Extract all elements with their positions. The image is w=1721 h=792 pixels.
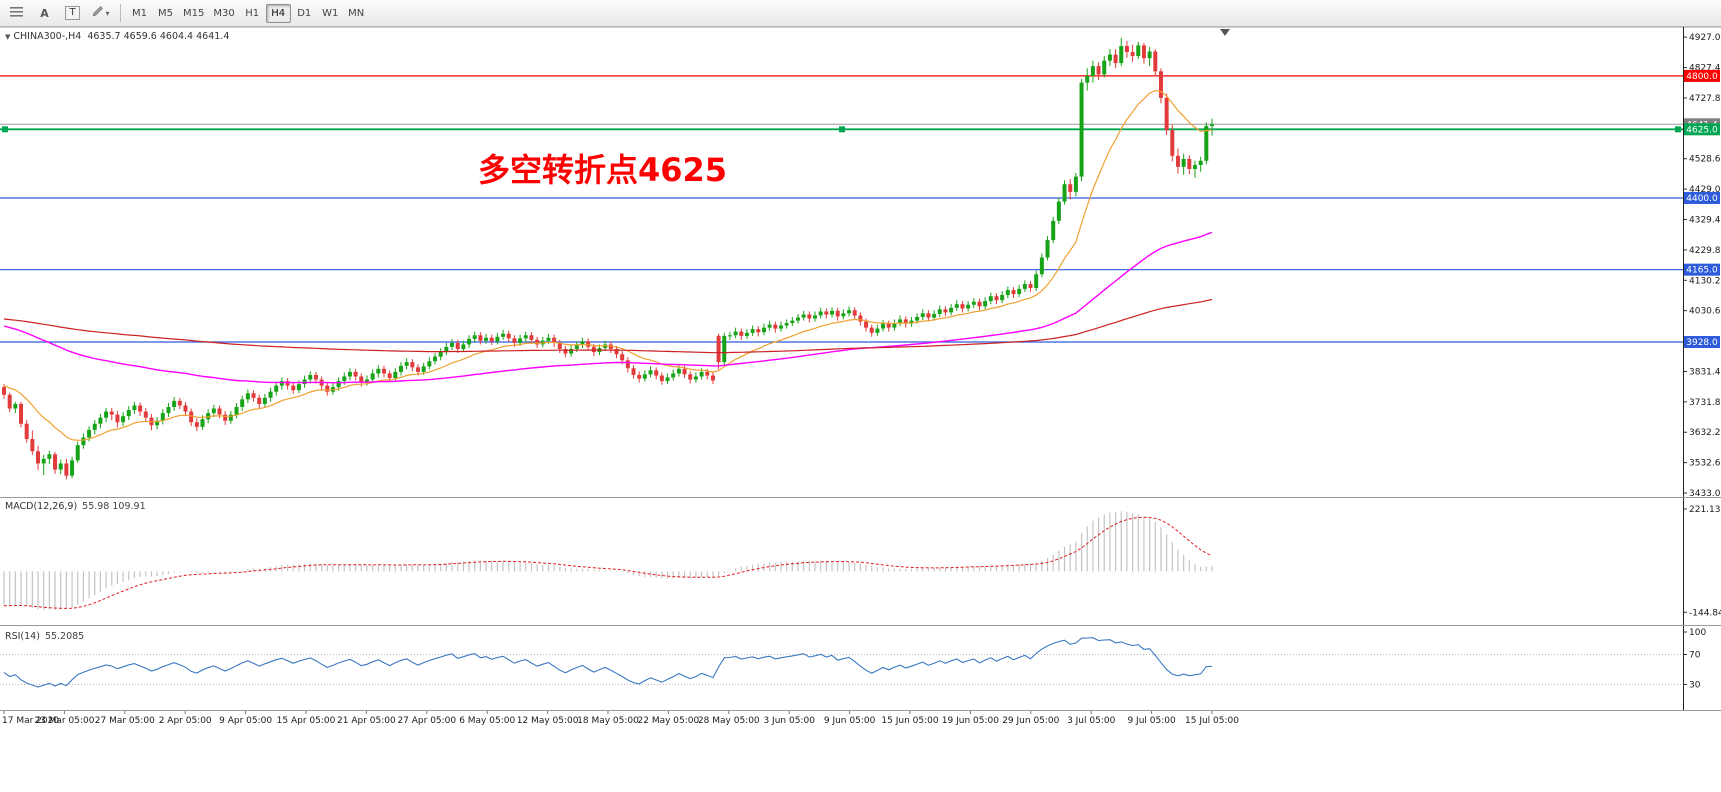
level-badge-4800.0[interactable] — [1684, 69, 1720, 82]
level-badge-3928.0[interactable] — [1684, 335, 1720, 348]
rsi-indicator-label: RSI(14) 55.2085 — [5, 631, 84, 642]
slow-ma — [3, 298, 1213, 354]
draw-tool-button[interactable]: ▾ — [87, 2, 114, 25]
chevron-down-icon: ▾ — [105, 8, 110, 18]
time-label: 29 Jun 05:00 — [1002, 716, 1059, 726]
timeframe-m15-button[interactable]: M15 — [179, 4, 208, 23]
macd-signal-line — [4, 516, 1213, 609]
chart-shift-marker-icon[interactable] — [1220, 29, 1230, 36]
cursor-button[interactable]: A — [31, 2, 58, 25]
svg-text:70: 70 — [1689, 651, 1701, 661]
price-tick: 3532.6 — [1689, 459, 1721, 469]
hamburger-icon — [10, 6, 23, 20]
price-tick: 4229.8 — [1689, 246, 1721, 256]
price-tick: 4429.0 — [1689, 185, 1721, 195]
fast-ma — [3, 89, 1213, 441]
time-label: 28 May 05:00 — [698, 716, 760, 726]
svg-text:4400.0: 4400.0 — [1686, 194, 1718, 204]
time-label: 17 Mar 2020 — [2, 716, 59, 726]
price-tick: 4030.6 — [1689, 307, 1721, 317]
ohlc-values: 4635.7 4659.6 4604.4 4641.4 — [87, 31, 230, 42]
price-tick: 4329.4 — [1689, 216, 1721, 226]
time-label: 9 Apr 05:00 — [219, 716, 272, 726]
toolbar: A T ▾ M1 M5 M15 M30 H1 H4 D1 W1 MN — [0, 0, 1721, 27]
time-label: 15 Jun 05:00 — [881, 716, 938, 726]
text-tool-button[interactable]: T — [59, 2, 86, 25]
svg-text:-144.84: -144.84 — [1689, 608, 1721, 618]
price-tick: 3731.8 — [1689, 398, 1721, 408]
rsi-name: RSI(14) — [5, 631, 40, 642]
time-label: 27 Mar 05:00 — [95, 716, 155, 726]
price-tick: 3632.2 — [1689, 428, 1721, 438]
timeframe-mn-button[interactable]: MN — [344, 4, 369, 23]
time-label: 3 Jun 05:00 — [763, 716, 815, 726]
chart-canvas[interactable]: 4927.04827.44727.84628.24528.64429.04329… — [0, 27, 1721, 792]
svg-text:100: 100 — [1689, 628, 1706, 638]
price-tick: 3433.0 — [1689, 489, 1721, 499]
timeframe-m1-button[interactable]: M1 — [127, 4, 152, 23]
svg-text:4165.0: 4165.0 — [1686, 266, 1718, 276]
pencil-icon — [91, 5, 104, 21]
macd-values: 55.98 109.91 — [82, 501, 146, 512]
price-tick: 4528.6 — [1689, 155, 1721, 165]
price-tick: 4727.8 — [1689, 94, 1721, 104]
price-tick: 3831.4 — [1689, 367, 1721, 377]
time-label: 21 Apr 05:00 — [337, 716, 396, 726]
price-tick: 4827.4 — [1689, 64, 1721, 74]
time-label: 12 May 05:00 — [517, 716, 579, 726]
time-label: 6 May 05:00 — [459, 716, 515, 726]
line-handle[interactable] — [1675, 126, 1681, 133]
time-label: 23 Mar 05:00 — [34, 716, 94, 726]
timeframe-m30-button[interactable]: M30 — [209, 4, 238, 23]
level-badge-4165.0[interactable] — [1684, 263, 1720, 276]
chart-header: ▼ CHINA300-,H4 4635.7 4659.6 4604.4 4641.4 — [5, 31, 229, 42]
timeframe-h4-button[interactable]: H4 — [265, 3, 291, 23]
time-label: 15 Jul 05:00 — [1185, 716, 1239, 726]
level-badge-4625.0[interactable] — [1684, 123, 1720, 136]
svg-text:30: 30 — [1689, 681, 1701, 691]
time-label: 3 Jul 05:00 — [1067, 716, 1116, 726]
level-badge-4400.0[interactable] — [1684, 191, 1720, 204]
mid-ma — [3, 231, 1213, 384]
time-label: 27 Apr 05:00 — [397, 716, 456, 726]
time-label: 19 Jun 05:00 — [942, 716, 999, 726]
timeframe-m5-button[interactable]: M5 — [153, 4, 178, 23]
line-handle[interactable] — [2, 126, 8, 133]
timeframe-h1-button[interactable]: H1 — [240, 4, 265, 23]
price-tick: 4130.2 — [1689, 276, 1721, 286]
macd-name: MACD(12,26,9) — [5, 501, 78, 512]
chart-area: 4927.04827.44727.84628.24528.64429.04329… — [0, 27, 1721, 792]
macd-indicator-label: MACD(12,26,9) 55.98 109.91 — [5, 501, 146, 512]
text-tool-icon: T — [65, 6, 80, 20]
rsi-value: 55.2085 — [44, 631, 85, 642]
svg-text:3928.0: 3928.0 — [1686, 338, 1718, 348]
symbol-period-label: CHINA300-,H4 — [13, 31, 82, 42]
timeframe-w1-button[interactable]: W1 — [318, 4, 343, 23]
time-label: 9 Jul 05:00 — [1127, 716, 1176, 726]
toolbar-separator — [120, 4, 121, 22]
time-label: 9 Jun 05:00 — [824, 716, 876, 726]
price-tick: 4927.0 — [1689, 33, 1721, 43]
collapse-arrow-icon[interactable]: ▼ — [5, 33, 11, 41]
cursor-a-label: A — [40, 6, 49, 20]
indicators-button[interactable] — [3, 2, 30, 25]
svg-text:221.13: 221.13 — [1689, 505, 1721, 515]
time-label: 22 May 05:00 — [638, 716, 700, 726]
annotation-text[interactable]: 多空转折点4625 — [478, 151, 728, 189]
svg-text:4800.0: 4800.0 — [1686, 72, 1718, 82]
timeframe-d1-button[interactable]: D1 — [292, 4, 317, 23]
svg-text:4625.0: 4625.0 — [1686, 125, 1718, 135]
line-handle[interactable] — [839, 126, 845, 133]
time-label: 15 Apr 05:00 — [277, 716, 336, 726]
rsi-line — [3, 637, 1213, 688]
time-label: 18 May 05:00 — [577, 716, 639, 726]
time-label: 2 Apr 05:00 — [159, 716, 212, 726]
